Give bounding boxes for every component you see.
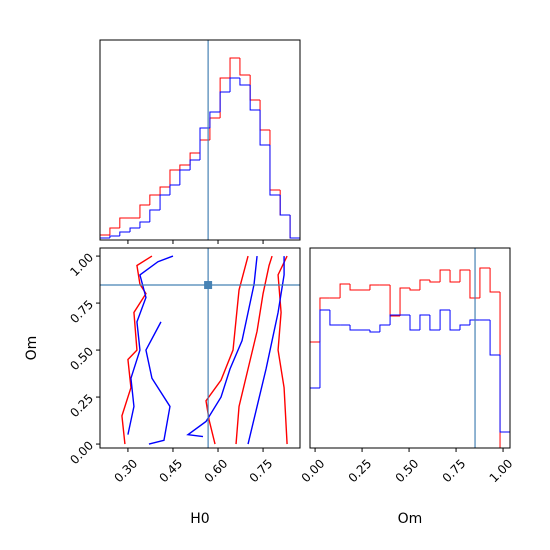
hist-step [139, 221, 150, 228]
hist-step [229, 57, 240, 78]
truth-point [204, 281, 213, 290]
x-axis-label: Om [398, 511, 423, 527]
hist-step [169, 169, 180, 187]
hist-step [179, 164, 191, 170]
contour [277, 255, 288, 445]
hist-step [259, 100, 270, 131]
hist-step [459, 324, 470, 330]
hist-step [459, 269, 470, 282]
hist-step [469, 319, 480, 325]
axes-frame [99, 247, 301, 449]
x-tick-label: 0.25 [346, 456, 375, 485]
hist-step [309, 341, 320, 448]
hist-step [189, 159, 200, 170]
hist-step [209, 111, 221, 128]
hist-step [109, 227, 120, 235]
contour [205, 255, 249, 445]
x-tick-label: 0.75 [247, 456, 276, 485]
hist-step [169, 184, 180, 195]
hist-step [219, 91, 231, 112]
hist-step [319, 297, 330, 342]
hist-step [329, 310, 341, 326]
hist-step [189, 152, 200, 165]
x-tick-label: 1.00 [487, 456, 516, 485]
hist-step [239, 58, 251, 76]
hist-step [399, 287, 410, 316]
hist-step [159, 194, 170, 210]
hist-step [409, 315, 420, 331]
hist-step [369, 284, 380, 290]
hist-step [389, 314, 401, 325]
hist-step [119, 231, 131, 236]
y-tick-label: 0.75 [67, 297, 96, 326]
hist-step [419, 314, 430, 330]
contour [145, 321, 171, 445]
axes-frame [99, 39, 301, 241]
hist-step [289, 215, 301, 240]
hist-step [449, 270, 460, 283]
y-tick-label: 0.50 [67, 344, 96, 373]
hist-step [249, 75, 261, 101]
hist-step [499, 355, 511, 448]
hist-step [419, 279, 430, 290]
hist-step [279, 195, 291, 216]
hist-step [409, 288, 420, 291]
x-tick-label: 0.45 [157, 456, 186, 485]
hist-step [319, 309, 330, 388]
x-tick-label: 0.60 [202, 456, 231, 485]
hist-step [439, 309, 451, 330]
hist-step [209, 117, 221, 140]
hist-step [349, 325, 360, 331]
x-axis-label: H0 [190, 511, 209, 527]
hist-step [149, 209, 161, 222]
hist-step [499, 292, 510, 449]
hist-step [289, 215, 301, 240]
hist-step [489, 320, 501, 356]
x-tick-label: 0.00 [299, 456, 328, 485]
hist-step [249, 85, 261, 111]
contour [186, 256, 258, 438]
hist-step [279, 190, 291, 216]
contour [235, 255, 273, 445]
hist-step [429, 280, 441, 283]
hist-step [469, 270, 480, 299]
hist-step [259, 110, 270, 146]
y-tick-label: 0.00 [67, 438, 96, 467]
hist-step [229, 77, 240, 92]
y-tick-label: 1.00 [67, 250, 96, 279]
hist-step [159, 186, 170, 195]
hist-step [309, 387, 320, 448]
axes-frame [309, 247, 511, 449]
hist-step [369, 330, 380, 333]
contour [121, 255, 153, 445]
x-tick-label: 0.75 [440, 456, 469, 485]
hist-step [139, 204, 150, 218]
y-axis-label: Om [24, 336, 40, 361]
hist-step [479, 267, 491, 298]
hist-step [179, 169, 191, 185]
hist-step [269, 145, 281, 196]
hist-step [239, 78, 251, 86]
contour [247, 256, 285, 445]
hist-step [129, 227, 140, 232]
hist-step [219, 77, 231, 118]
hist-step [439, 269, 451, 282]
hist-step [119, 217, 131, 228]
hist-step [389, 285, 401, 317]
hist-step [349, 284, 360, 291]
contour [127, 255, 174, 435]
y-tick-label: 0.25 [67, 391, 96, 420]
hist-step [449, 310, 460, 331]
hist-step [489, 268, 501, 293]
hist-step [199, 127, 210, 160]
hist-step [379, 324, 391, 332]
x-tick-label: 0.30 [111, 456, 140, 485]
hist-step [429, 315, 441, 331]
hist-step [109, 235, 120, 238]
x-tick-label: 0.50 [393, 456, 422, 485]
hist-step [149, 194, 161, 205]
hist-step [269, 130, 281, 191]
hist-step [339, 283, 351, 298]
